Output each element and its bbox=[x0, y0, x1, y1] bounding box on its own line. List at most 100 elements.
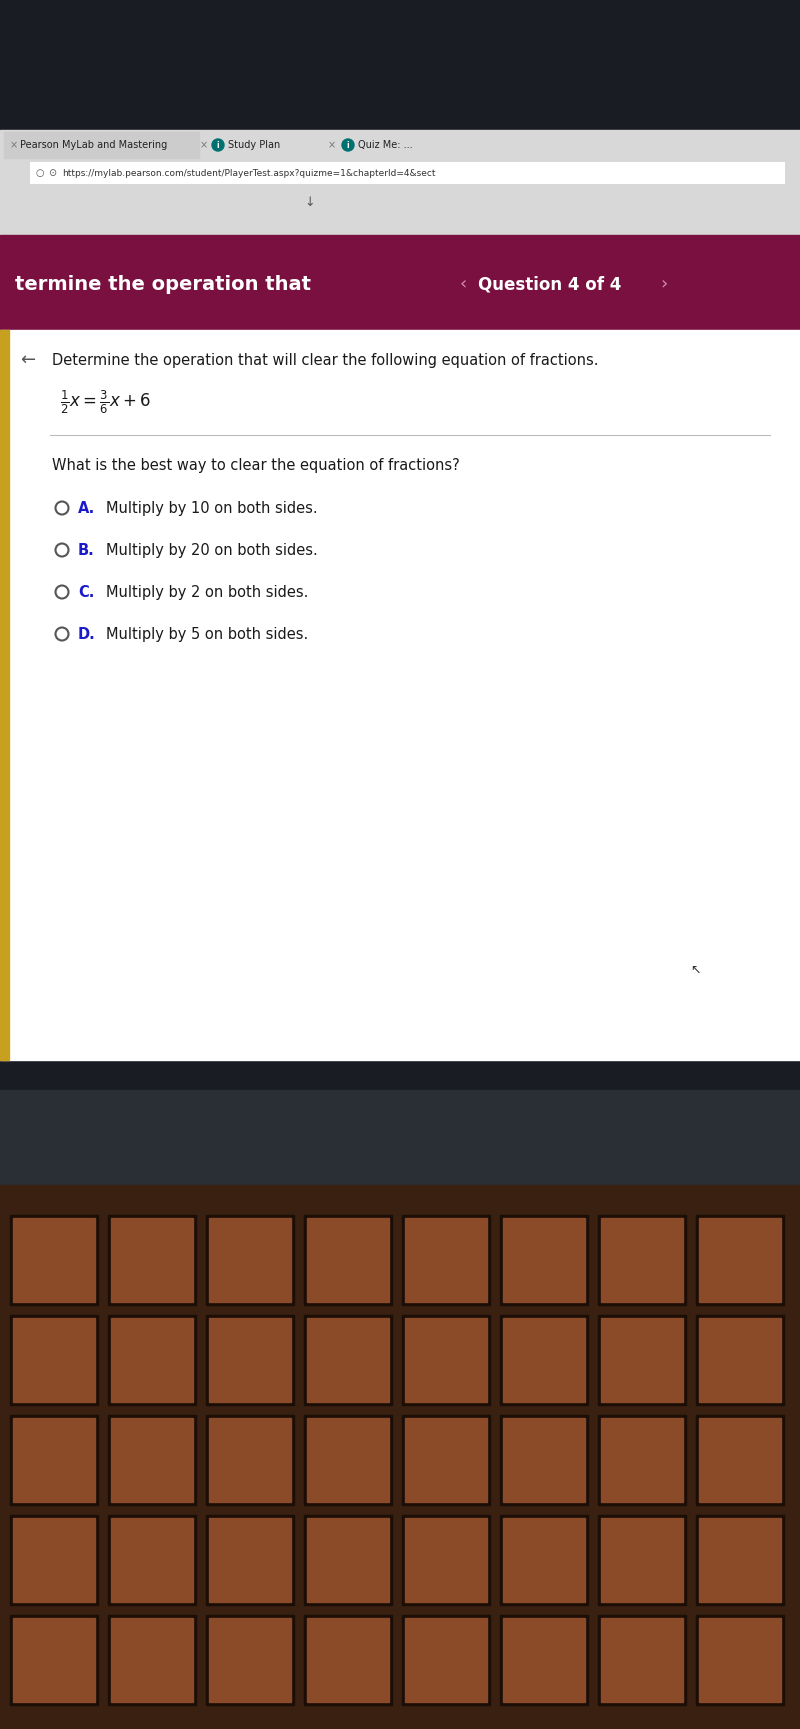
Bar bbox=[304, 1215, 392, 1305]
Bar bbox=[108, 1515, 196, 1605]
Bar bbox=[598, 1316, 686, 1406]
Bar bbox=[699, 1217, 781, 1302]
Text: What is the best way to clear the equation of fractions?: What is the best way to clear the equati… bbox=[52, 458, 460, 472]
Text: Multiply by 20 on both sides.: Multiply by 20 on both sides. bbox=[106, 543, 318, 557]
Bar bbox=[405, 1418, 487, 1503]
Bar bbox=[402, 1316, 490, 1406]
Text: https://mylab.pearson.com/student/PlayerTest.aspx?quizme=1&chapterId=4&sect: https://mylab.pearson.com/student/Player… bbox=[62, 168, 435, 178]
Text: ⊙: ⊙ bbox=[48, 168, 56, 178]
Text: Multiply by 10 on both sides.: Multiply by 10 on both sides. bbox=[106, 500, 318, 515]
Bar bbox=[307, 1518, 389, 1603]
Bar bbox=[598, 1414, 686, 1504]
Text: termine the operation that: termine the operation that bbox=[15, 275, 311, 294]
Text: A.: A. bbox=[78, 500, 95, 515]
Bar bbox=[405, 1518, 487, 1603]
Bar bbox=[209, 1418, 291, 1503]
Text: Multiply by 5 on both sides.: Multiply by 5 on both sides. bbox=[106, 626, 308, 641]
Text: ←: ← bbox=[20, 351, 35, 368]
Bar bbox=[696, 1316, 784, 1406]
Bar bbox=[13, 1618, 95, 1701]
Bar bbox=[696, 1515, 784, 1605]
Bar bbox=[13, 1217, 95, 1302]
Text: ×: × bbox=[10, 140, 18, 150]
Bar bbox=[503, 1317, 585, 1402]
Text: i: i bbox=[217, 140, 219, 149]
Bar bbox=[307, 1418, 389, 1503]
Bar bbox=[696, 1414, 784, 1504]
Text: D.: D. bbox=[78, 626, 96, 641]
Bar bbox=[500, 1615, 588, 1705]
Bar bbox=[0, 130, 800, 235]
Text: Question 4 of 4: Question 4 of 4 bbox=[478, 275, 622, 294]
Text: ×: × bbox=[328, 140, 336, 150]
Bar bbox=[30, 163, 785, 183]
Bar bbox=[10, 1215, 98, 1305]
Bar bbox=[699, 1618, 781, 1701]
Bar bbox=[13, 1317, 95, 1402]
Text: Quiz Me: ...: Quiz Me: ... bbox=[358, 140, 413, 150]
Text: ↖: ↖ bbox=[690, 963, 701, 977]
Bar bbox=[601, 1518, 683, 1603]
Bar bbox=[503, 1418, 585, 1503]
Bar bbox=[206, 1515, 294, 1605]
Bar bbox=[0, 235, 800, 330]
Text: i: i bbox=[346, 140, 350, 149]
Bar bbox=[0, 0, 800, 130]
Circle shape bbox=[342, 138, 354, 150]
Bar bbox=[0, 1089, 800, 1184]
Bar bbox=[10, 1515, 98, 1605]
Text: Multiply by 2 on both sides.: Multiply by 2 on both sides. bbox=[106, 584, 308, 600]
Bar bbox=[598, 1615, 686, 1705]
Text: B.: B. bbox=[78, 543, 94, 557]
Bar bbox=[699, 1418, 781, 1503]
Bar bbox=[108, 1615, 196, 1705]
Bar bbox=[206, 1414, 294, 1504]
Bar bbox=[10, 1615, 98, 1705]
Bar bbox=[500, 1215, 588, 1305]
Bar bbox=[402, 1615, 490, 1705]
Bar bbox=[307, 1618, 389, 1701]
Bar bbox=[503, 1618, 585, 1701]
Bar bbox=[699, 1518, 781, 1603]
Bar bbox=[601, 1317, 683, 1402]
Text: ↓: ↓ bbox=[305, 195, 315, 209]
Bar bbox=[209, 1317, 291, 1402]
Bar bbox=[13, 1418, 95, 1503]
Bar bbox=[209, 1518, 291, 1603]
Bar bbox=[206, 1215, 294, 1305]
Bar bbox=[0, 1126, 800, 1155]
Bar bbox=[111, 1618, 193, 1701]
Bar bbox=[111, 1317, 193, 1402]
Bar bbox=[0, 1184, 800, 1729]
Bar bbox=[304, 1615, 392, 1705]
Bar bbox=[209, 1618, 291, 1701]
Circle shape bbox=[212, 138, 224, 150]
Bar bbox=[405, 1618, 487, 1701]
Bar bbox=[0, 330, 9, 1060]
Bar bbox=[307, 1317, 389, 1402]
Bar bbox=[10, 1414, 98, 1504]
Text: ›: › bbox=[660, 275, 667, 294]
Bar bbox=[4, 131, 199, 157]
Bar bbox=[598, 1215, 686, 1305]
Bar bbox=[696, 1215, 784, 1305]
Bar bbox=[10, 1316, 98, 1406]
Bar bbox=[304, 1316, 392, 1406]
Bar bbox=[402, 1515, 490, 1605]
Bar bbox=[402, 1215, 490, 1305]
Bar bbox=[111, 1418, 193, 1503]
Bar bbox=[13, 1518, 95, 1603]
Bar bbox=[500, 1515, 588, 1605]
Text: Study Plan: Study Plan bbox=[228, 140, 280, 150]
Bar bbox=[696, 1615, 784, 1705]
Bar bbox=[206, 1615, 294, 1705]
Bar bbox=[206, 1316, 294, 1406]
Bar bbox=[304, 1414, 392, 1504]
Bar bbox=[402, 1414, 490, 1504]
Bar bbox=[111, 1217, 193, 1302]
Bar bbox=[304, 1515, 392, 1605]
Bar bbox=[108, 1316, 196, 1406]
Bar bbox=[0, 330, 800, 1060]
Bar bbox=[405, 1217, 487, 1302]
Bar bbox=[601, 1418, 683, 1503]
